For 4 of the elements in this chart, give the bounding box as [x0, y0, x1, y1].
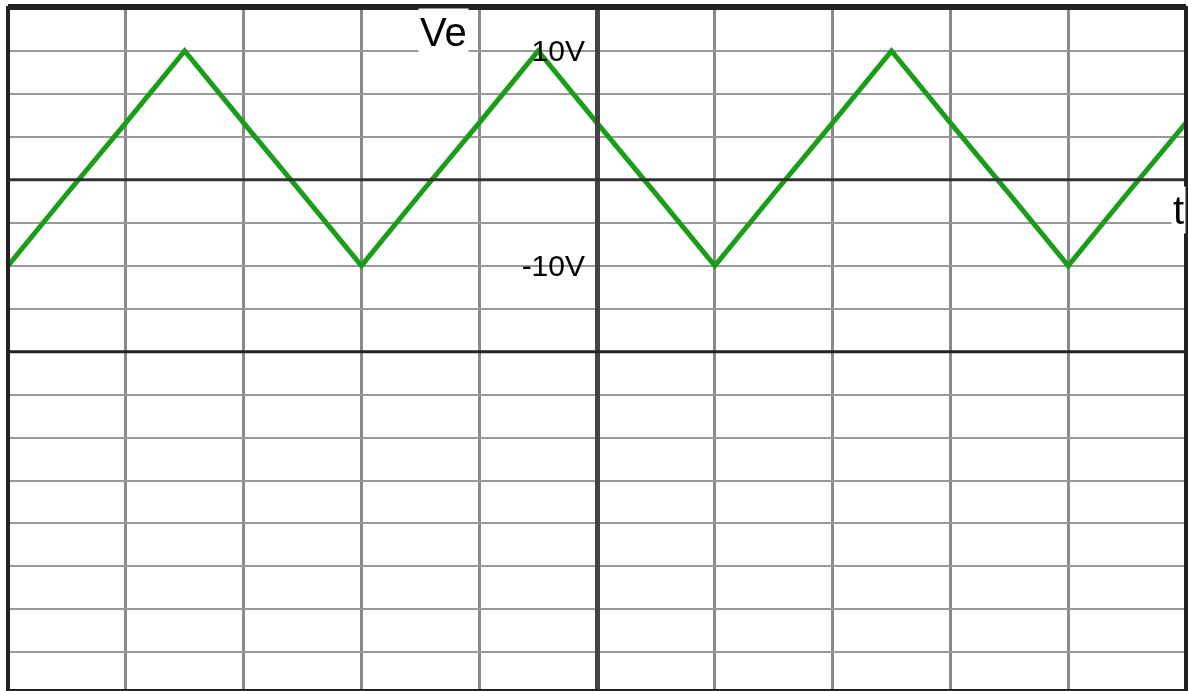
x-axis-title: t: [1173, 188, 1185, 232]
y-tick-label: 10V: [531, 34, 585, 68]
y-tick-label: -10V: [521, 249, 585, 283]
y-axis-title: Ve: [420, 10, 467, 54]
